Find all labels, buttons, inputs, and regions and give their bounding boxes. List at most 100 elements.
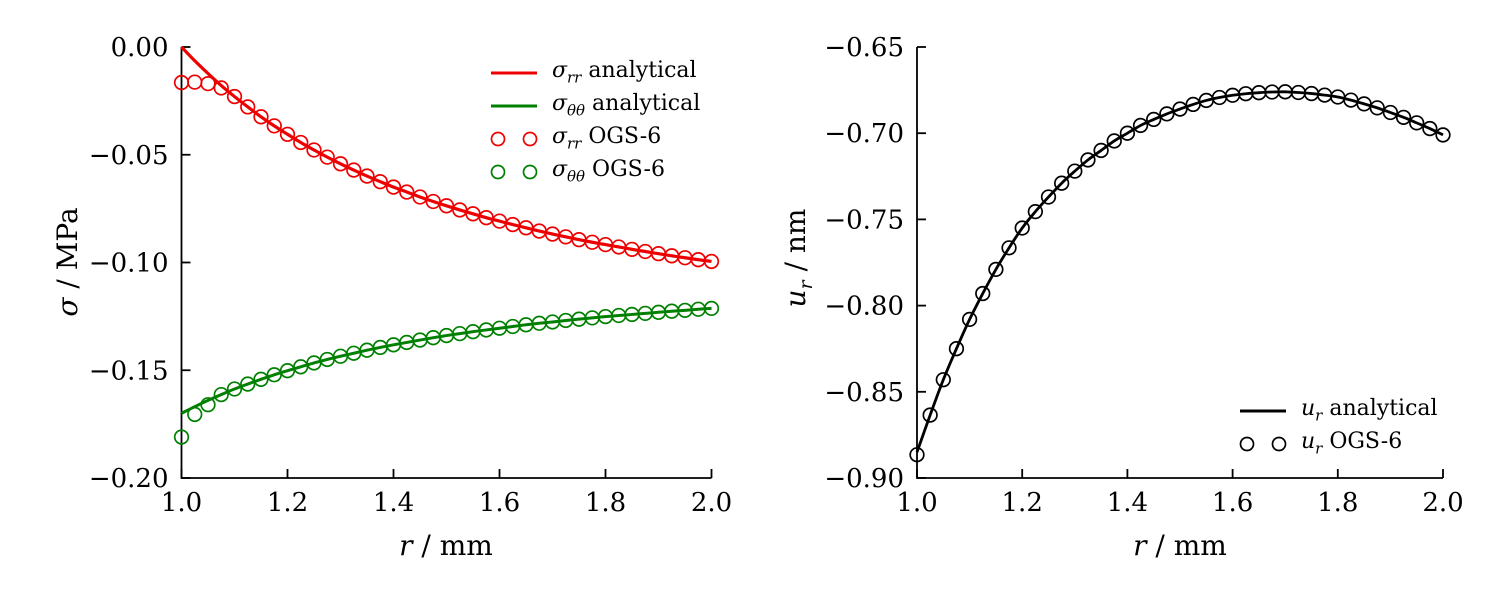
series-marker xyxy=(332,156,349,172)
series-marker xyxy=(226,88,243,105)
stress-y-axis-label: σ / MPa xyxy=(51,207,89,316)
x-tick-label: 1.8 xyxy=(585,488,626,518)
legend-circle xyxy=(490,164,506,179)
legend-text: analytical xyxy=(585,91,701,117)
series-marker xyxy=(173,429,190,445)
legend-circle xyxy=(1271,436,1287,451)
x-tick-label: 1.6 xyxy=(1212,488,1253,518)
y-tick-label: −0.85 xyxy=(824,378,904,408)
series-marker xyxy=(399,184,415,200)
x-tick-label: 1.8 xyxy=(1317,488,1358,518)
legend-text: OGS-6 xyxy=(1322,429,1403,455)
legend-subscript: rr xyxy=(567,134,582,153)
series-marker xyxy=(1422,120,1438,137)
series-marker xyxy=(1382,104,1399,121)
stress-plot: 1.0 1.2 1.4 1.6 1.8 2.0 0.00 −0.05 −0.10 −0.15 −0.… xyxy=(89,33,732,518)
y-tick-label: −0.90 xyxy=(824,464,904,494)
series-marker xyxy=(293,134,309,151)
legend-line-sample-svg xyxy=(491,71,537,74)
series-marker xyxy=(279,126,296,142)
series-marker xyxy=(1080,152,1096,168)
series-marker xyxy=(412,189,428,205)
series-marker xyxy=(240,376,256,392)
series-marker xyxy=(187,406,203,423)
legend-subscript: r xyxy=(1315,439,1323,458)
series-marker xyxy=(385,179,402,195)
displacement-legend: ur analytical ur OGS-6 xyxy=(1237,394,1438,460)
x-tick-label: 1.2 xyxy=(1002,488,1043,518)
legend-circle-markers xyxy=(488,128,540,150)
y-tick-label: −0.70 xyxy=(824,119,904,149)
legend-text: analytical xyxy=(1322,396,1438,422)
legend-circle-markers xyxy=(488,161,540,183)
legend-circle-markers-svg xyxy=(490,164,538,179)
series-marker xyxy=(359,168,375,184)
legend-item: σθθ OGS-6 xyxy=(488,155,700,188)
series-marker xyxy=(975,285,991,302)
series-marker xyxy=(1369,100,1385,116)
legend-subscript: r xyxy=(1315,406,1323,425)
stress-legend: σrr analytical σθθ analytical σrr OGS-6 σθθ… xyxy=(488,56,700,188)
series-marker xyxy=(266,118,282,134)
x-tick-label: 1.6 xyxy=(479,488,520,518)
series-marker xyxy=(1172,101,1188,117)
legend-circle xyxy=(1239,436,1255,451)
series-marker xyxy=(948,341,965,357)
series-marker xyxy=(1014,220,1030,236)
series-marker xyxy=(200,397,216,413)
series-marker xyxy=(425,193,441,210)
series-marker xyxy=(1435,127,1451,143)
series-marker xyxy=(240,99,256,115)
stress-y-axis-symbol: σ xyxy=(51,297,85,317)
stress-y-axis-unit: / MPa xyxy=(51,207,85,298)
displacement-y-axis-subscript: r xyxy=(794,280,817,290)
series-marker xyxy=(213,80,229,96)
series-marker xyxy=(1040,189,1057,205)
legend-symbol: σ xyxy=(552,157,568,183)
legend-line-sample xyxy=(488,95,540,117)
stress-x-axis-symbol: r xyxy=(399,529,413,563)
legend-label: σθθ OGS-6 xyxy=(552,157,665,185)
series-marker xyxy=(909,447,925,463)
displacement-x-axis-unit: / mm xyxy=(1146,529,1227,563)
legend-item: σrr OGS-6 xyxy=(488,122,700,155)
legend-subscript: rr xyxy=(567,68,582,87)
x-tick-label: 2.0 xyxy=(691,488,732,518)
legend-item: σθθ analytical xyxy=(488,89,700,122)
legend-item: ur analytical xyxy=(1237,394,1438,427)
x-tick-label: 1.0 xyxy=(896,488,937,518)
legend-label: ur OGS-6 xyxy=(1301,429,1402,457)
x-tick-label: 1.2 xyxy=(267,488,308,518)
y-tick-label: −0.20 xyxy=(89,464,169,494)
series-marker xyxy=(253,371,269,387)
series-marker xyxy=(1409,115,1425,131)
series-marker xyxy=(1053,175,1070,191)
y-tick-label: 0.00 xyxy=(111,33,169,63)
series-marker xyxy=(306,142,322,158)
series-marker xyxy=(1093,142,1109,159)
series-marker xyxy=(922,407,938,423)
legend-symbol: u xyxy=(1301,429,1316,455)
legend-circle-markers xyxy=(1237,433,1289,455)
series-marker xyxy=(346,162,362,178)
series-marker xyxy=(1395,109,1412,125)
displacement-plot: 1.0 1.2 1.4 1.6 1.8 2.0 −0.65 −0.70 −0.75 −0.80 −0… xyxy=(824,33,1463,518)
legend-line-sample xyxy=(488,62,540,84)
legend-label: σrr analytical xyxy=(552,58,697,86)
displacement-y-axis-label: ur / nm xyxy=(779,209,817,308)
x-tick-label: 2.0 xyxy=(1422,488,1463,518)
series-marker xyxy=(319,149,335,165)
legend-label: σθθ analytical xyxy=(552,91,700,119)
series-marker xyxy=(226,381,243,397)
series-marker xyxy=(1119,125,1136,141)
legend-subscript: θθ xyxy=(567,101,586,120)
series-line xyxy=(180,45,712,264)
series-line xyxy=(180,306,712,415)
series-marker xyxy=(1001,240,1017,256)
legend-circle xyxy=(522,131,538,146)
legend-item: ur OGS-6 xyxy=(1237,427,1438,460)
y-tick-label: −0.80 xyxy=(824,292,904,322)
series-marker xyxy=(961,311,978,328)
legend-symbol: σ xyxy=(552,124,568,150)
